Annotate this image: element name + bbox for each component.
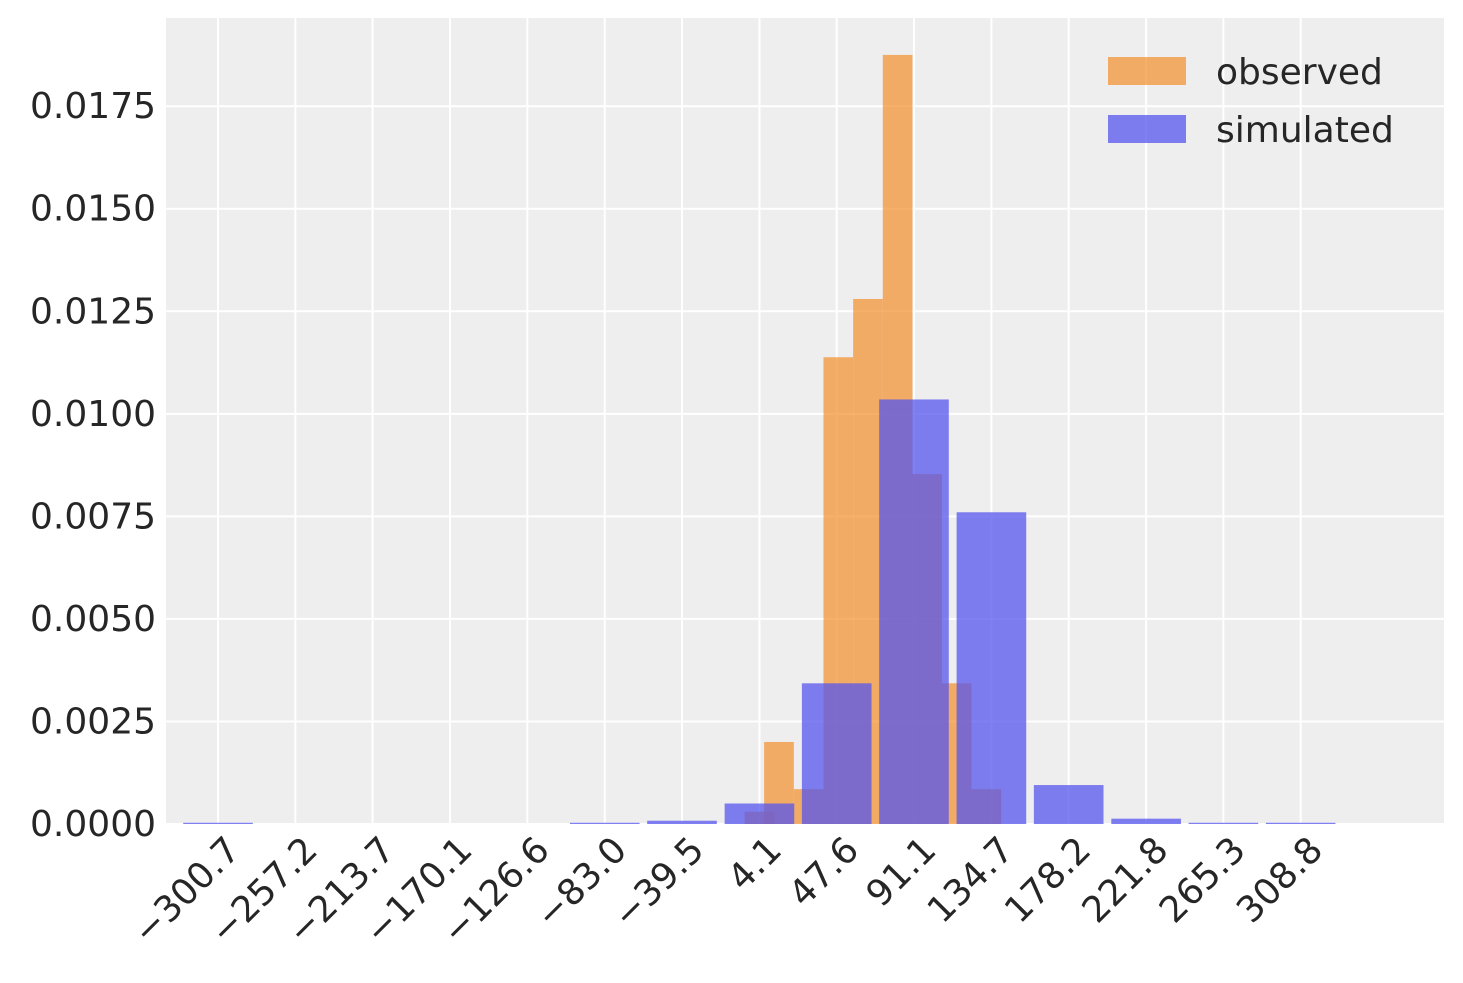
x-tick-label: 221.8 xyxy=(1075,829,1177,931)
x-tick-label: 265.3 xyxy=(1152,829,1254,931)
simulated-bar xyxy=(724,803,795,824)
simulated-bar xyxy=(647,820,717,824)
simulated-bar xyxy=(801,683,872,824)
simulated-bar xyxy=(1265,822,1336,824)
y-tick-label: 0.0025 xyxy=(30,701,156,742)
simulated-bar xyxy=(183,822,253,824)
x-tick-label: 134.7 xyxy=(920,829,1022,931)
simulated-bar xyxy=(956,512,1027,824)
legend-label-observed: observed xyxy=(1216,52,1383,93)
simulated-bar xyxy=(879,399,949,824)
x-tick-label: 178.2 xyxy=(997,829,1099,931)
y-tick-label: 0.0000 xyxy=(30,804,156,845)
x-tick-label: 308.8 xyxy=(1229,829,1331,931)
y-tick-label: 0.0125 xyxy=(30,291,156,332)
y-tick-label: 0.0075 xyxy=(30,496,156,537)
x-axis-ticks: −300.7−257.2−213.7−170.1−126.6−83.0−39.5… xyxy=(125,829,1331,952)
legend-label-simulated: simulated xyxy=(1216,110,1394,151)
simulated-bar xyxy=(569,822,640,824)
x-tick-label: 4.1 xyxy=(720,829,789,898)
y-axis-ticks: 0.0000 0.0025 0.0050 0.0075 0.0100 0.0125 0.01… xyxy=(30,86,156,845)
y-tick-label: 0.0150 xyxy=(30,189,156,230)
simulated-bar xyxy=(1111,818,1181,824)
legend-swatch-simulated xyxy=(1108,115,1186,143)
y-tick-label: 0.0100 xyxy=(30,394,156,435)
x-tick-label: 47.6 xyxy=(781,829,867,915)
legend: observed simulated xyxy=(1108,52,1394,151)
simulated-bar xyxy=(1033,785,1104,824)
y-tick-label: 0.0175 xyxy=(30,86,156,127)
y-tick-label: 0.0050 xyxy=(30,599,156,640)
simulated-bars xyxy=(183,399,1336,824)
simulated-bar xyxy=(1188,822,1259,824)
legend-swatch-observed xyxy=(1108,57,1186,85)
